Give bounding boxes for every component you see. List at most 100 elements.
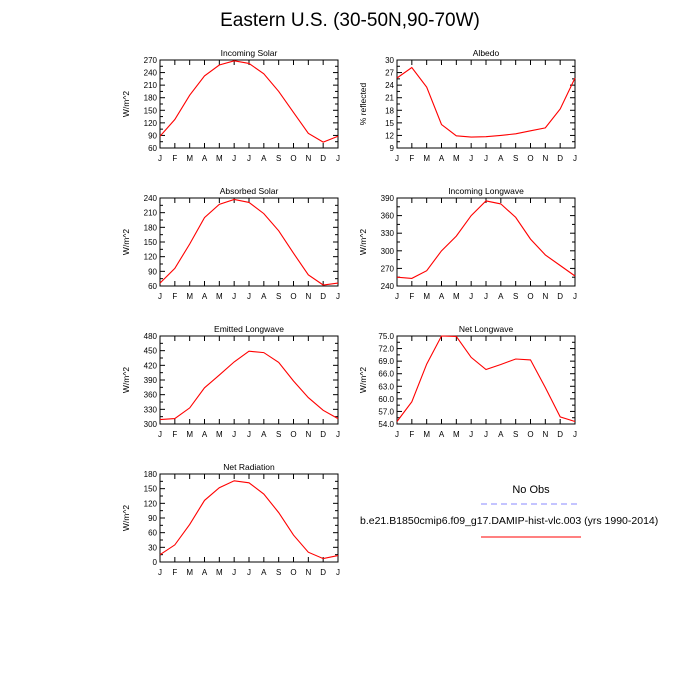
x-tick-label: M: [216, 430, 223, 439]
y-tick-label: 9: [390, 144, 395, 153]
chart-panel-6: J F M A M J J A S O N D J54.057.060.063.066.069.072.…: [358, 324, 577, 439]
series-line: [159, 350, 339, 421]
plot-frame: [159, 197, 339, 287]
y-tick-label: 150: [144, 238, 158, 247]
x-tick-label: S: [513, 154, 518, 163]
x-tick-label: M: [453, 430, 460, 439]
x-tick-label: F: [409, 430, 414, 439]
x-tick-label: N: [542, 154, 548, 163]
x-tick-label: A: [261, 154, 267, 163]
x-tick-label: J: [395, 430, 399, 439]
y-tick-label: 240: [144, 194, 158, 203]
y-tick-label: 120: [144, 499, 158, 508]
chart-title: Net Longwave: [459, 324, 514, 334]
y-tick-label: 54.0: [378, 420, 394, 429]
x-tick-label: F: [409, 292, 414, 301]
y-tick-label: 30: [148, 543, 157, 552]
chart-title: Emitted Longwave: [214, 324, 284, 334]
y-tick-label: 27: [385, 69, 394, 78]
x-tick-label: J: [573, 292, 577, 301]
x-tick-label: O: [290, 154, 296, 163]
x-tick-label: D: [557, 154, 563, 163]
y-tick-label: 75.0: [378, 332, 394, 341]
x-tick-label: J: [232, 430, 236, 439]
plot-frame: [396, 59, 576, 149]
chart-panel-5: J F M A M J J A S O N D J300330360390420450480Emitte…: [121, 324, 340, 439]
x-tick-label: J: [484, 430, 488, 439]
x-tick-label: A: [202, 154, 208, 163]
x-tick-label: M: [453, 154, 460, 163]
series-line: [159, 60, 339, 143]
y-tick-label: 150: [144, 106, 158, 115]
y-tick-label: 90: [148, 131, 157, 140]
x-tick-label: J: [232, 568, 236, 577]
y-axis-label: % reflected: [358, 82, 368, 125]
x-tick-label: O: [290, 568, 296, 577]
y-tick-label: 90: [148, 267, 157, 276]
x-tick-label: M: [423, 154, 430, 163]
y-tick-label: 330: [381, 229, 395, 238]
x-tick-label: F: [172, 568, 177, 577]
series-line: [396, 200, 576, 279]
x-tick-label: A: [261, 568, 267, 577]
y-tick-label: 180: [144, 94, 158, 103]
x-tick-label: M: [216, 568, 223, 577]
x-tick-label: A: [261, 292, 267, 301]
x-tick-label: O: [527, 292, 533, 301]
x-tick-label: J: [158, 154, 162, 163]
x-tick-label: J: [247, 568, 251, 577]
y-tick-label: 360: [381, 212, 395, 221]
y-tick-label: 63.0: [378, 382, 394, 391]
x-tick-label: A: [439, 154, 445, 163]
x-tick-label: D: [320, 292, 326, 301]
y-tick-label: 390: [144, 376, 158, 385]
x-tick-label: J: [247, 154, 251, 163]
y-axis-label: W/m^2: [358, 367, 368, 393]
y-tick-label: 24: [385, 81, 394, 90]
y-tick-label: 57.0: [378, 407, 394, 416]
y-tick-label: 270: [381, 264, 395, 273]
y-tick-label: 300: [381, 247, 395, 256]
series-line: [396, 66, 576, 138]
x-tick-label: A: [439, 430, 445, 439]
y-tick-label: 150: [144, 485, 158, 494]
y-tick-label: 240: [144, 69, 158, 78]
y-tick-label: 450: [144, 347, 158, 356]
x-tick-label: J: [484, 154, 488, 163]
x-tick-label: A: [261, 430, 267, 439]
x-tick-label: M: [186, 430, 193, 439]
chart-title: Absorbed Solar: [220, 186, 279, 196]
y-tick-label: 270: [144, 56, 158, 65]
y-tick-label: 180: [144, 223, 158, 232]
x-tick-label: A: [498, 292, 504, 301]
y-tick-label: 60: [148, 529, 157, 538]
x-tick-label: M: [186, 154, 193, 163]
x-tick-label: J: [247, 292, 251, 301]
x-tick-label: S: [276, 154, 281, 163]
y-tick-label: 120: [144, 253, 158, 262]
x-tick-label: F: [172, 292, 177, 301]
y-tick-label: 21: [385, 94, 394, 103]
x-tick-label: N: [305, 292, 311, 301]
series-line: [159, 198, 339, 286]
x-tick-label: F: [172, 154, 177, 163]
x-tick-label: O: [527, 154, 533, 163]
x-tick-label: N: [542, 292, 548, 301]
x-tick-label: S: [276, 568, 281, 577]
x-tick-label: S: [513, 430, 518, 439]
x-tick-label: M: [216, 154, 223, 163]
y-tick-label: 30: [385, 56, 394, 65]
chart-title: Incoming Solar: [221, 48, 278, 58]
x-tick-label: J: [573, 430, 577, 439]
legend-obs-label: No Obs: [512, 484, 550, 496]
x-tick-label: F: [172, 430, 177, 439]
x-tick-label: M: [423, 292, 430, 301]
chart-panel-4: J F M A M J J A S O N D J240270300330360390Incoming …: [358, 186, 577, 301]
x-tick-label: J: [247, 430, 251, 439]
y-tick-label: 120: [144, 119, 158, 128]
x-tick-label: M: [423, 430, 430, 439]
y-tick-label: 390: [381, 194, 395, 203]
x-tick-label: M: [453, 292, 460, 301]
x-tick-label: O: [527, 430, 533, 439]
y-tick-label: 66.0: [378, 370, 394, 379]
